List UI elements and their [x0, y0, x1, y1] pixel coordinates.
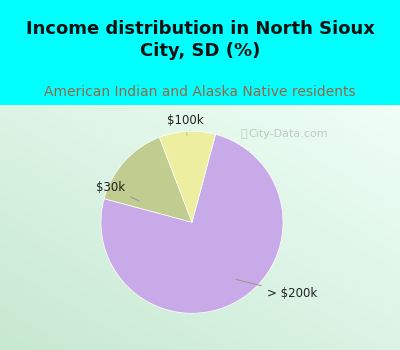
Wedge shape — [104, 137, 192, 222]
Wedge shape — [159, 131, 216, 222]
Text: American Indian and Alaska Native residents: American Indian and Alaska Native reside… — [44, 85, 356, 99]
Text: ⓘ: ⓘ — [241, 130, 247, 139]
Text: Income distribution in North Sioux
City, SD (%): Income distribution in North Sioux City,… — [26, 20, 374, 60]
Text: $100k: $100k — [166, 114, 203, 136]
Wedge shape — [101, 134, 283, 313]
Text: > $200k: > $200k — [236, 279, 317, 300]
Text: City-Data.com: City-Data.com — [248, 130, 328, 139]
Text: $30k: $30k — [96, 181, 140, 201]
